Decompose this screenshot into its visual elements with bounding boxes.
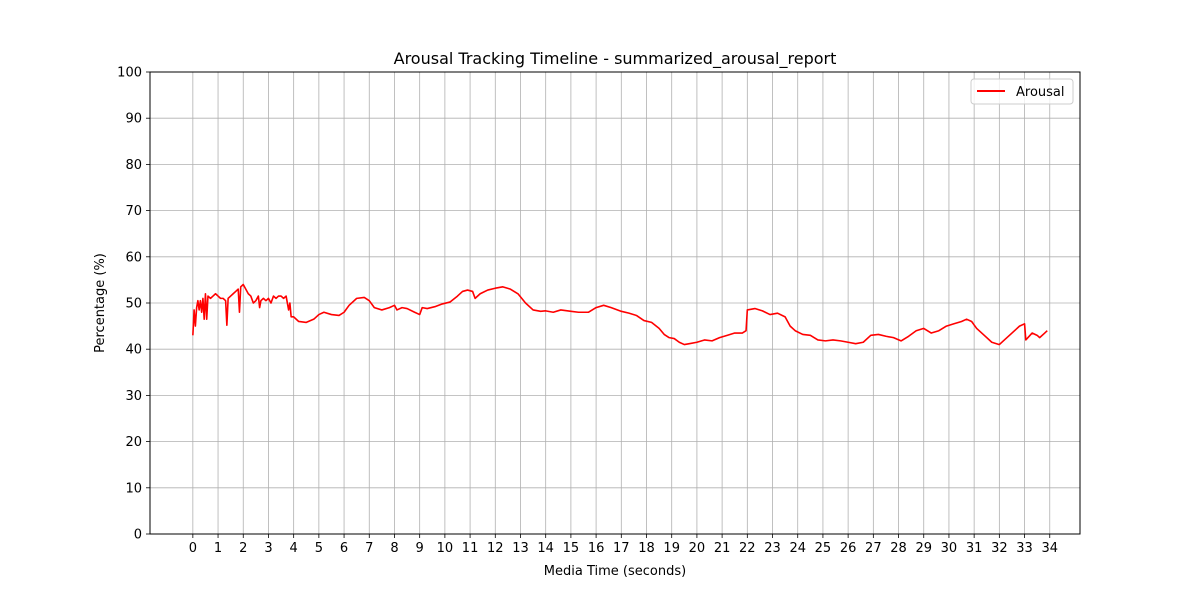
x-tick-label: 18 [638,541,655,556]
x-tick-label: 6 [340,541,348,556]
x-tick-label: 0 [189,541,197,556]
x-tick-label: 34 [1041,541,1058,556]
x-tick-label: 22 [739,541,756,556]
x-tick-label: 26 [840,541,857,556]
x-tick-label: 33 [1016,541,1033,556]
x-tick-label: 3 [264,541,272,556]
x-tick-label: 15 [563,541,580,556]
x-tick-label: 10 [437,541,454,556]
x-tick-label: 24 [789,541,806,556]
y-tick-label: 80 [125,158,142,173]
y-tick-label: 60 [125,250,142,265]
x-tick-label: 25 [815,541,832,556]
y-tick-label: 100 [117,66,142,81]
grid [150,71,1080,535]
y-tick-label: 30 [125,389,142,404]
legend: Arousal [970,78,1074,105]
y-tick-label: 0 [134,528,142,543]
x-tick-label: 12 [487,541,504,556]
y-tick-label: 50 [125,297,142,312]
x-tick-label: 27 [865,541,882,556]
x-tick-label: 28 [890,541,907,556]
legend-label-arousal: Arousal [1016,85,1065,100]
x-tick-label: 23 [764,541,781,556]
x-tick-label: 19 [663,541,680,556]
series-layer [192,283,1048,346]
x-tick-label: 29 [915,541,932,556]
x-tick-label: 20 [689,541,706,556]
x-tick-label: 9 [416,541,424,556]
x-tick-label: 14 [537,541,554,556]
x-tick-label: 2 [239,541,247,556]
x-tick-label: 32 [991,541,1008,556]
y-tick-label: 70 [125,204,142,219]
x-tick-label: 13 [512,541,529,556]
y-axis-label: Percentage (%) [93,253,108,353]
ticks: 0 1 2 3 4 5 6 7 8 9 10 11 12 13 14 15 16 17 18 19 20 21 22 23 24… [117,66,1058,557]
x-tick-label: 31 [966,541,983,556]
x-tick-label: 1 [214,541,222,556]
chart-title: Arousal Tracking Timeline - summarized_a… [394,49,837,69]
x-tick-label: 21 [714,541,731,556]
x-tick-label: 11 [462,541,479,556]
legend-box [970,78,1074,105]
x-tick-label: 17 [613,541,630,556]
x-tick-label: 7 [365,541,373,556]
y-tick-label: 40 [125,343,142,358]
x-tick-label: 30 [941,541,958,556]
y-tick-label: 90 [125,112,142,127]
x-tick-label: 8 [390,541,398,556]
y-tick-label: 10 [125,481,142,496]
y-tick-label: 20 [125,435,142,450]
x-tick-label: 16 [588,541,605,556]
x-tick-label: 5 [315,541,323,556]
x-axis-label: Media Time (seconds) [544,564,686,579]
x-tick-label: 4 [290,541,298,556]
series-line-arousal [192,283,1048,346]
